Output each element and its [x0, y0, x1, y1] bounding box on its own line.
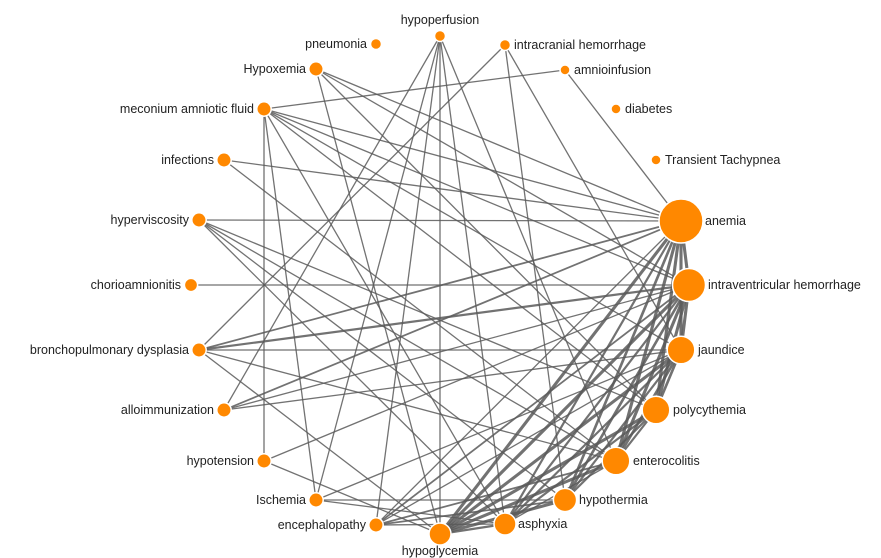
- node-label-enterocolitis: enterocolitis: [633, 454, 700, 468]
- node-label-intracranial: intracranial hemorrhage: [514, 38, 646, 52]
- edge-alloimm-anemia: [223, 220, 682, 411]
- node-bpd[interactable]: [191, 342, 207, 358]
- edge-bpd-intracranial: [198, 44, 506, 351]
- edge-anemia-amnioinfusion: [564, 69, 682, 222]
- node-label-chorio: chorioamnionitis: [91, 278, 181, 292]
- node-label-anemia: anemia: [705, 214, 746, 228]
- node-label-hypoxemia: Hypoxemia: [243, 62, 306, 76]
- node-label-polycythemia: polycythemia: [673, 403, 746, 417]
- edge-hyperviscosity-asphyxia: [198, 219, 506, 525]
- node-chorio[interactable]: [183, 277, 199, 293]
- edge-jaundice-intracranial: [504, 44, 682, 351]
- node-hyperviscosity[interactable]: [191, 212, 207, 228]
- node-label-infections: infections: [161, 153, 214, 167]
- node-meconium[interactable]: [256, 101, 272, 117]
- node-ischemia[interactable]: [308, 492, 324, 508]
- edge-polycythemia-hypoxemia: [315, 68, 657, 411]
- edge-infections-anemia: [223, 159, 682, 222]
- edge-asphyxia-anemia: [504, 220, 682, 525]
- edge-bpd-enterocolitis: [198, 349, 617, 462]
- edge-hypothermia-anemia: [563, 220, 683, 501]
- node-label-hypoperfusion: hypoperfusion: [401, 13, 480, 27]
- edge-enterocolitis-anemia: [614, 220, 683, 462]
- node-label-amnioinfusion: amnioinfusion: [574, 63, 651, 77]
- node-amnioinfusion[interactable]: [559, 64, 571, 76]
- node-hypothermia[interactable]: [552, 487, 578, 513]
- edge-hypoglycemia-hypoxemia: [315, 68, 441, 535]
- node-label-alloimm: alloimmunization: [121, 403, 214, 417]
- edge-enterocolitis-hypoperfusion: [439, 35, 617, 462]
- edge-alloimm-ivh: [223, 284, 690, 411]
- node-ivh[interactable]: [671, 267, 707, 303]
- node-label-hyperviscosity: hyperviscosity: [111, 213, 190, 227]
- node-label-pneumonia: pneumonia: [305, 37, 367, 51]
- node-hypotension[interactable]: [256, 453, 272, 469]
- edge-meconium-asphyxia: [263, 108, 506, 525]
- edge-hypotension-hypoglycemia: [263, 460, 441, 535]
- edge-enterocolitis-ivh: [614, 284, 691, 462]
- edge-hypoglycemia-jaundice: [439, 348, 682, 536]
- edge-encephalopathy-anemia: [375, 220, 682, 526]
- node-ttn[interactable]: [650, 154, 662, 166]
- edge-bpd-hypoglycemia: [198, 349, 441, 535]
- node-label-encephalopathy: encephalopathy: [278, 518, 367, 532]
- edge-hyperviscosity-polycythemia: [198, 219, 657, 411]
- node-intracranial[interactable]: [498, 38, 512, 52]
- edge-asphyxia-hypoperfusion: [439, 35, 506, 525]
- edge-hypoglycemia-anemia: [438, 220, 683, 535]
- node-label-ttn: Transient Tachypnea: [665, 153, 780, 167]
- node-label-bpd: bronchopulmonary dysplasia: [30, 343, 189, 357]
- edge-meconium-anemia: [263, 108, 682, 222]
- node-hypoglycemia[interactable]: [428, 522, 452, 546]
- node-label-ischemia: Ischemia: [256, 493, 306, 507]
- node-pneumonia[interactable]: [369, 37, 383, 51]
- edge-hypothermia-intracranial: [504, 44, 566, 501]
- edge-hypoglycemia-ivh: [438, 283, 691, 536]
- node-jaundice[interactable]: [666, 335, 696, 365]
- node-label-ivh: intraventricular hemorrhage: [708, 278, 861, 292]
- node-hypoperfusion[interactable]: [433, 29, 447, 43]
- node-polycythemia[interactable]: [641, 395, 671, 425]
- node-enterocolitis[interactable]: [601, 446, 631, 476]
- node-anemia[interactable]: [658, 198, 704, 244]
- edge-meconium-amnioinfusion: [263, 69, 566, 110]
- label-layer: hypoperfusion pneumonia intracranial hemor…: [30, 13, 861, 558]
- node-hypoxemia[interactable]: [308, 61, 324, 77]
- node-label-hypothermia: hypothermia: [579, 493, 648, 507]
- node-encephalopathy[interactable]: [368, 517, 384, 533]
- node-label-asphyxia: asphyxia: [518, 517, 567, 531]
- edge-hyperviscosity-enterocolitis: [198, 219, 617, 462]
- edge-ischemia-hypoperfusion: [315, 35, 441, 501]
- edge-encephalopathy-jaundice: [375, 349, 682, 526]
- edge-polycythemia-anemia: [654, 220, 683, 411]
- node-layer: [183, 29, 707, 546]
- edge-encephalopathy-hypoperfusion: [375, 35, 441, 526]
- node-label-diabetes: diabetes: [625, 102, 672, 116]
- node-diabetes[interactable]: [610, 103, 622, 115]
- node-label-hypotension: hypotension: [187, 454, 254, 468]
- node-alloimm[interactable]: [216, 402, 232, 418]
- edge-alloimm-jaundice: [223, 349, 682, 411]
- edge-ivh-hypoxemia: [315, 68, 690, 286]
- edge-anemia-hypoxemia: [315, 68, 682, 222]
- node-label-jaundice: jaundice: [697, 343, 745, 357]
- node-infections[interactable]: [216, 152, 232, 168]
- node-asphyxia[interactable]: [493, 512, 517, 536]
- edge-asphyxia-ivh: [504, 284, 690, 525]
- edge-alloimm-hypoperfusion: [223, 35, 441, 411]
- node-label-hypoglycemia: hypoglycemia: [402, 544, 478, 558]
- edge-meconium-ischemia: [263, 108, 317, 501]
- edge-bpd-ivh: [198, 283, 690, 352]
- edge-layer: [191, 35, 691, 536]
- node-label-meconium: meconium amniotic fluid: [120, 102, 254, 116]
- edge-infections-enterocolitis: [223, 159, 617, 462]
